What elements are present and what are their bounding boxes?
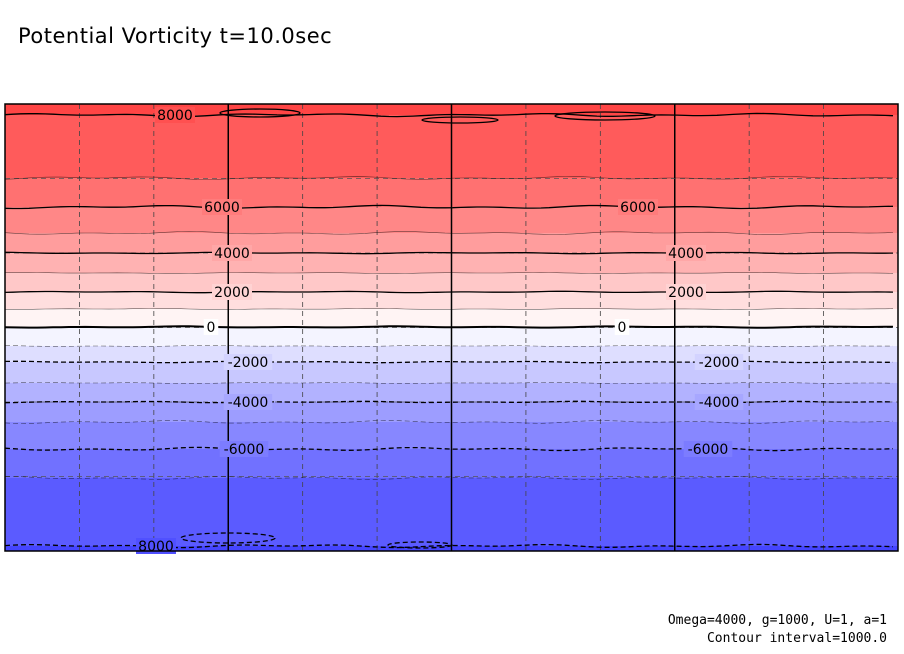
contour-label-bg: [618, 199, 658, 215]
contour-1000: [5, 308, 894, 310]
contour--5000: [4, 420, 894, 424]
contour-label: -2000: [228, 355, 269, 371]
contour--7000: [4, 476, 894, 480]
contour-5000: [4, 231, 894, 235]
contour-label: -6000: [224, 442, 265, 458]
contour-3000: [4, 272, 894, 275]
contour-label-bg: [683, 441, 733, 457]
contour-6000: [4, 204, 894, 210]
contour-label-bg: [202, 199, 242, 215]
contour-lines: [4, 108, 894, 549]
contour-labels: 8000 6000 6000 4000 4000 2000 2000 0 0 -2000 -2000…: [136, 107, 744, 555]
contour-label-bg: [614, 319, 630, 335]
contour-label: 2000: [214, 285, 250, 301]
contour-label-bg: [155, 107, 195, 123]
eddy-contour: [387, 541, 453, 549]
contour-label: -6000: [688, 442, 729, 458]
chart-title: Potential Vorticity t=10.0sec: [18, 24, 333, 48]
contour-label: 0: [618, 320, 627, 336]
contour-label: 4000: [668, 246, 704, 262]
contour-0: [4, 325, 894, 329]
contour-label: 8000: [157, 108, 193, 124]
contour-label: 8000: [138, 539, 174, 555]
eddy-contour: [219, 108, 301, 118]
contour-label: 6000: [204, 200, 240, 216]
contour-label: -4000: [228, 395, 269, 411]
contour--2000: [4, 360, 893, 364]
contour-label: 0: [207, 320, 216, 336]
contour-label-bg: [694, 354, 744, 370]
contour-label: -2000: [699, 355, 740, 371]
contour-label-bg: [666, 284, 706, 300]
plot-frame: [4, 103, 899, 552]
contour-label-bg: [666, 245, 706, 261]
contour-label: 6000: [620, 200, 656, 216]
contour-7000: [4, 176, 894, 180]
eddy-contour: [554, 111, 656, 121]
contour-2000: [4, 290, 894, 294]
eddy-contour: [180, 532, 276, 544]
contour-label-bg: [203, 319, 219, 335]
contour-label-bg: [223, 354, 273, 370]
contour-label-bg: [223, 394, 273, 410]
contour-interval-note: Contour interval=1000.0: [706, 631, 887, 646]
contour-8000: [4, 112, 894, 118]
contour-label: 4000: [214, 246, 250, 262]
contour--3000: [4, 382, 894, 385]
contour-4000: [4, 251, 894, 255]
contour-label-bg: [136, 538, 176, 554]
contour--6000: [4, 446, 894, 452]
contour-label-bg: [219, 441, 269, 457]
contour-label: -4000: [699, 395, 740, 411]
contour--1000: [4, 344, 894, 348]
contour--4000: [4, 400, 894, 404]
parameters-note: Omega=4000, g=1000, U=1, a=1: [667, 613, 887, 628]
contour-label-bg: [212, 284, 252, 300]
contour-label-bg: [212, 245, 252, 261]
contour-label-bg: [694, 394, 744, 410]
eddy-contour: [421, 116, 499, 124]
contour-label: 2000: [668, 285, 704, 301]
